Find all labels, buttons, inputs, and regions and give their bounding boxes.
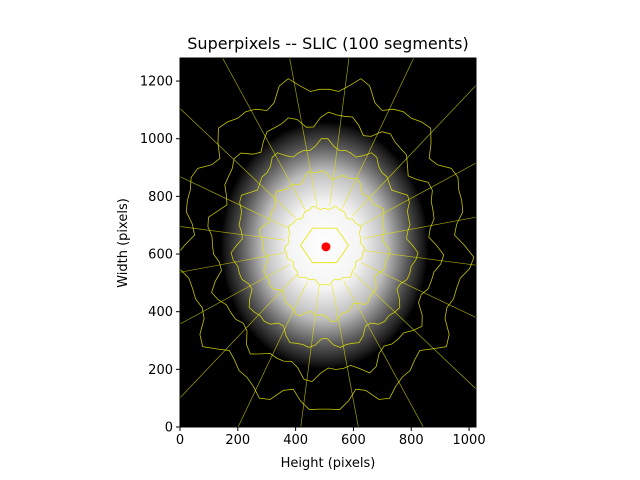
- superpixel-ring: [230, 138, 419, 348]
- x-tick-label: 0: [176, 433, 184, 448]
- superpixel-boundary: [364, 250, 476, 266]
- plot-frame: [179, 57, 477, 428]
- y-tick-label: 0: [165, 421, 173, 436]
- y-tick-label: 1200: [140, 75, 173, 90]
- superpixel-boundary: [343, 280, 424, 427]
- superpixel-ring: [207, 111, 445, 383]
- chart-title: Superpixels -- SLIC (100 segments): [187, 34, 468, 53]
- superpixel-boundary: [289, 58, 318, 207]
- x-axis: 0 200 400 600 800 1000: [176, 427, 486, 448]
- x-tick-label: 600: [341, 433, 366, 448]
- superpixel-boundary: [363, 216, 476, 239]
- superpixel-ring: [283, 206, 366, 286]
- superpixel-ring: [180, 78, 475, 411]
- superpixel-cell: [300, 227, 349, 264]
- y-axis-label: Width (pixels): [116, 198, 131, 288]
- superpixel-boundary: [300, 284, 320, 427]
- superpixel-boundary: [180, 252, 286, 273]
- y-tick-label: 800: [148, 190, 173, 205]
- superpixel-boundary: [180, 264, 290, 325]
- superpixel-ring: [259, 170, 391, 323]
- superpixel-boundary: [180, 107, 296, 219]
- x-tick-label: 400: [283, 433, 308, 448]
- superpixel-boundary: [331, 284, 359, 427]
- superpixel-boundary: [180, 226, 285, 241]
- x-axis-label: Height (pixels): [281, 456, 376, 471]
- superpixel-boundary: [351, 84, 476, 217]
- center-marker: [321, 242, 331, 252]
- y-tick-label: 200: [148, 363, 173, 378]
- superpixel-boundary: [341, 58, 415, 210]
- superpixel-boundary: [237, 281, 308, 427]
- x-tick-label: 1000: [453, 433, 486, 448]
- superpixel-boundary: [360, 262, 476, 318]
- superpixel-boundary: [180, 274, 298, 399]
- superpixel-boundary: [329, 58, 350, 206]
- superpixel-boundary: [180, 176, 289, 229]
- superpixel-boundary: [359, 162, 476, 227]
- y-axis: 0 200 400 600 800 1000 1200: [140, 75, 180, 436]
- y-tick-label: 1000: [140, 132, 173, 147]
- superpixel-boundaries: [180, 58, 476, 427]
- superpixel-boundary: [353, 272, 476, 390]
- x-tick-label: 200: [225, 433, 250, 448]
- y-tick-label: 400: [148, 305, 173, 320]
- x-tick-label: 800: [399, 433, 424, 448]
- plot-area: [180, 58, 476, 427]
- superpixel-boundary: [222, 58, 306, 211]
- y-tick-label: 600: [148, 248, 173, 263]
